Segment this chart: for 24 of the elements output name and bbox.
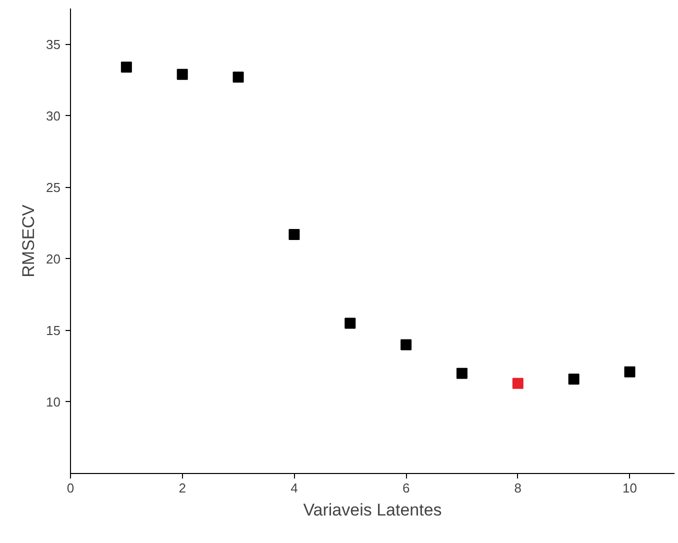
x-tick-label: 10 bbox=[622, 480, 637, 496]
point bbox=[232, 72, 244, 83]
y-tick-label: 10 bbox=[46, 394, 61, 410]
point bbox=[456, 368, 468, 379]
x-axis-title: Variaveis Latentes bbox=[303, 500, 442, 520]
point bbox=[568, 374, 580, 385]
y-tick-label: 35 bbox=[46, 36, 61, 52]
y-axis-title: RMSECV bbox=[19, 204, 38, 278]
x-tick-label: 0 bbox=[66, 480, 74, 496]
point bbox=[344, 318, 356, 329]
point bbox=[120, 62, 132, 73]
y-tick-label: 30 bbox=[46, 108, 61, 124]
y-tick-label: 25 bbox=[46, 180, 61, 195]
x-tick-label: 8 bbox=[514, 480, 522, 496]
y-tick-label: 15 bbox=[46, 322, 61, 338]
x-tick-label: 6 bbox=[402, 480, 410, 496]
y-tick-label: 20 bbox=[46, 251, 61, 266]
point bbox=[512, 378, 524, 389]
point bbox=[400, 339, 412, 350]
point bbox=[176, 68, 188, 80]
point bbox=[288, 229, 300, 240]
x-tick-label: 4 bbox=[290, 480, 298, 496]
x-tick-label: 2 bbox=[178, 480, 186, 496]
point bbox=[624, 366, 636, 378]
